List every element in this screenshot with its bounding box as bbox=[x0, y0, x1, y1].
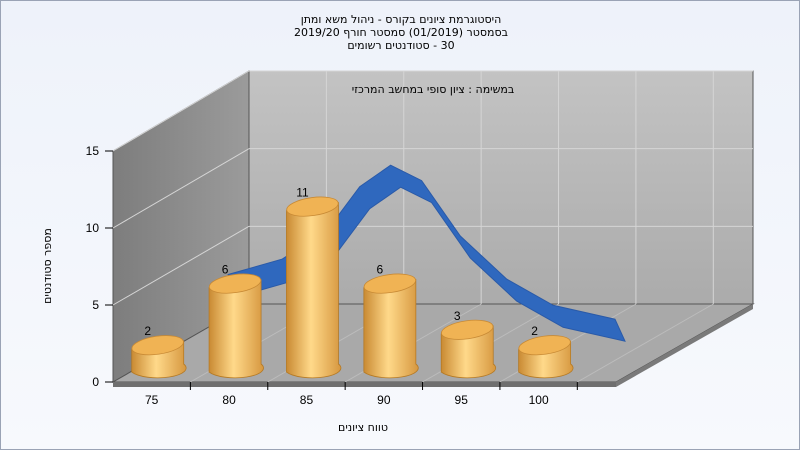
bars bbox=[131, 196, 574, 379]
bar-body bbox=[208, 279, 264, 379]
x-tick-label: 75 bbox=[145, 393, 159, 407]
bar bbox=[131, 335, 187, 379]
chart-title-line-2: בסמסטר (01/2019) סמסטר חורף 2019/20 bbox=[294, 26, 508, 39]
gridline-side bbox=[112, 148, 250, 229]
bar-top bbox=[131, 335, 184, 356]
bar-body bbox=[363, 279, 419, 379]
bar bbox=[286, 196, 342, 379]
bar bbox=[363, 273, 419, 379]
gridline-floor bbox=[577, 303, 714, 383]
y-tick-label: 10 bbox=[86, 221, 100, 235]
bar bbox=[518, 335, 574, 379]
distribution-ribbon bbox=[227, 164, 626, 342]
y-axis-label: מספר סטודנטים bbox=[41, 228, 54, 304]
chart-title-block: היסטוגרמת ציונים בקורס - ניהול משא ומתן … bbox=[294, 13, 508, 52]
bar-top bbox=[441, 319, 494, 340]
gridline-side bbox=[112, 225, 250, 306]
bar-top bbox=[208, 273, 262, 294]
bar-top bbox=[363, 273, 417, 294]
x-axis-label: טווח ציונים bbox=[338, 421, 388, 434]
x-axis-ticks: 75 80 85 90 95 100 bbox=[145, 382, 578, 407]
data-label: 2 bbox=[144, 324, 151, 338]
x-tick-label: 90 bbox=[377, 393, 391, 407]
y-tick-label: 15 bbox=[86, 144, 100, 158]
y-tick-label: 0 bbox=[92, 375, 99, 389]
chart-title-line-3: 30 - סטודנטים רשומים bbox=[347, 39, 454, 52]
data-labels: 2 6 11 6 3 2 bbox=[144, 186, 538, 339]
bar bbox=[208, 273, 264, 379]
x-tick-label: 85 bbox=[300, 393, 314, 407]
x-tick-label: 80 bbox=[222, 393, 236, 407]
chart-title-line-1: היסטוגרמת ציונים בקורס - ניהול משא ומתן bbox=[301, 13, 502, 26]
data-label: 11 bbox=[296, 186, 309, 200]
floor-edge bbox=[113, 382, 616, 387]
gridline-side bbox=[112, 70, 250, 152]
data-label: 6 bbox=[222, 263, 229, 277]
data-label: 2 bbox=[531, 324, 538, 338]
y-axis-ticks: 0 5 10 15 bbox=[86, 144, 113, 389]
chart-annotation: במשימה : ציון סופי במחשב המרכזי bbox=[352, 83, 515, 96]
floor-right-edge bbox=[616, 304, 753, 387]
bar bbox=[440, 319, 497, 379]
y-tick-label: 5 bbox=[92, 298, 99, 312]
data-label: 3 bbox=[454, 309, 461, 323]
x-tick-label: 100 bbox=[529, 393, 549, 407]
bar-top bbox=[518, 335, 571, 356]
bar-body bbox=[286, 202, 342, 379]
x-tick-label: 95 bbox=[455, 393, 469, 407]
distribution-curve bbox=[227, 164, 626, 342]
data-label: 6 bbox=[377, 263, 384, 277]
bar-top bbox=[286, 196, 339, 217]
